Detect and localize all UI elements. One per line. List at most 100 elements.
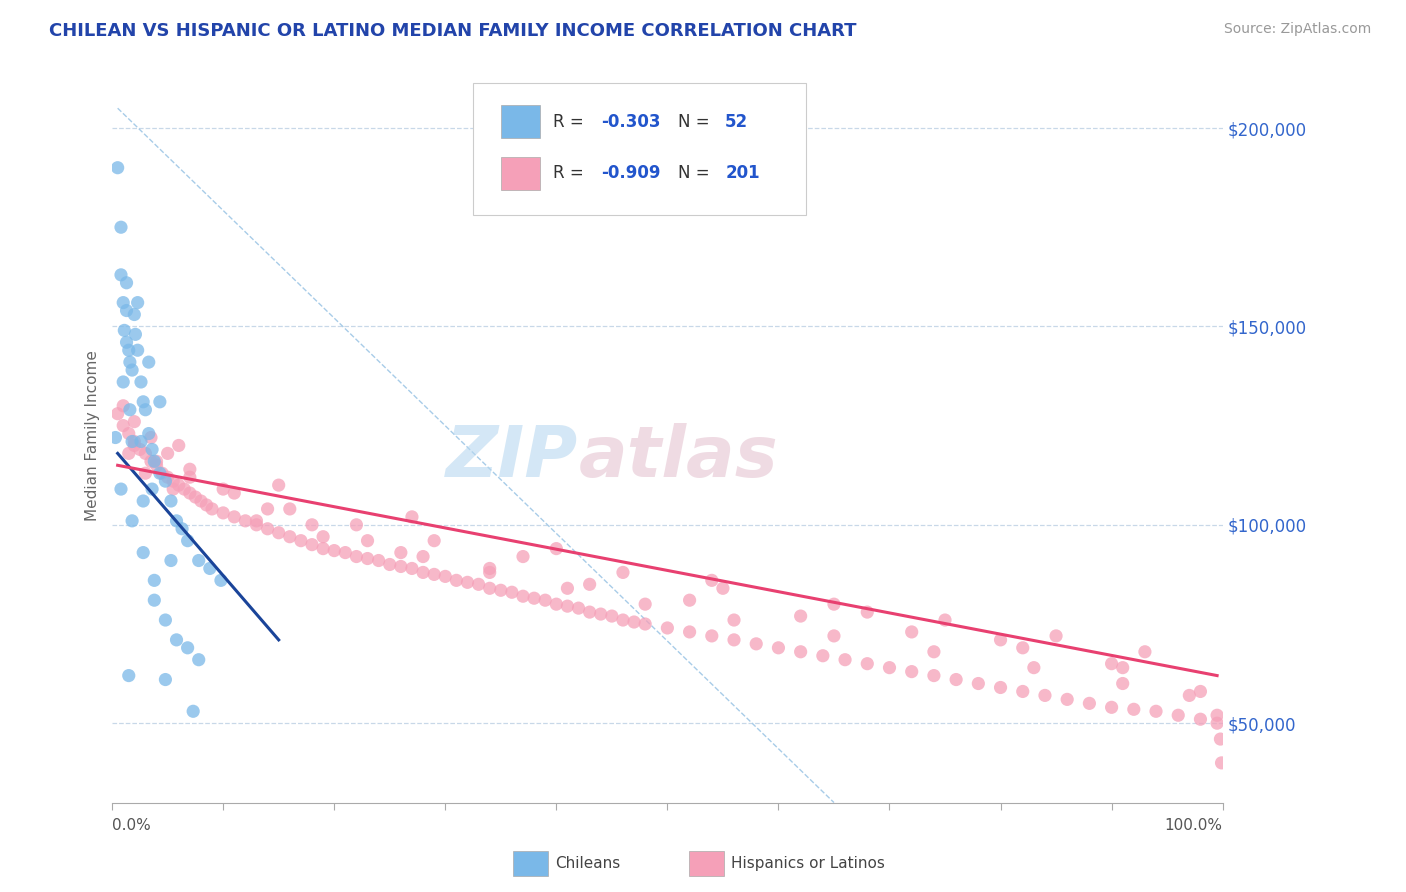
- Text: Hispanics or Latinos: Hispanics or Latinos: [731, 856, 884, 871]
- Point: [312, 541, 335, 556]
- Point: [323, 543, 346, 558]
- Point: [700, 574, 723, 588]
- Point: [166, 514, 188, 528]
- FancyBboxPatch shape: [501, 157, 540, 190]
- Point: [156, 470, 179, 484]
- Point: [512, 589, 534, 603]
- Point: [129, 434, 152, 449]
- Point: [145, 458, 167, 473]
- Point: [1209, 732, 1232, 747]
- Point: [412, 566, 434, 580]
- Point: [900, 624, 922, 639]
- Point: [557, 599, 579, 614]
- Point: [367, 553, 389, 567]
- Point: [1167, 708, 1189, 723]
- Text: -0.909: -0.909: [600, 164, 661, 183]
- Point: [212, 506, 235, 520]
- Point: [1112, 676, 1135, 690]
- Point: [356, 551, 378, 566]
- Point: [745, 637, 768, 651]
- Point: [118, 446, 141, 460]
- FancyBboxPatch shape: [501, 105, 540, 138]
- Point: [173, 482, 195, 496]
- Point: [187, 653, 209, 667]
- Point: [134, 402, 156, 417]
- Point: [600, 609, 623, 624]
- Point: [1133, 645, 1156, 659]
- Point: [167, 438, 190, 452]
- Point: [811, 648, 834, 663]
- Point: [110, 220, 132, 235]
- Point: [823, 597, 845, 611]
- Point: [1101, 657, 1123, 671]
- Point: [1011, 684, 1033, 698]
- Text: 201: 201: [725, 164, 759, 183]
- Point: [1078, 697, 1101, 711]
- Point: [132, 394, 155, 409]
- Text: 52: 52: [725, 113, 748, 131]
- Point: [235, 514, 257, 528]
- Point: [155, 474, 177, 488]
- Point: [711, 582, 734, 596]
- Point: [678, 593, 700, 607]
- Point: [478, 561, 501, 575]
- Point: [141, 482, 163, 496]
- Point: [423, 567, 446, 582]
- Point: [723, 632, 745, 647]
- Point: [190, 494, 212, 508]
- Point: [124, 308, 146, 322]
- Point: [145, 454, 167, 468]
- Point: [149, 394, 172, 409]
- Point: [224, 486, 246, 500]
- Point: [546, 597, 568, 611]
- Point: [181, 704, 204, 718]
- Point: [256, 522, 278, 536]
- Point: [118, 355, 141, 369]
- Point: [128, 442, 150, 457]
- Point: [1206, 716, 1229, 731]
- Point: [1178, 689, 1201, 703]
- Point: [1045, 629, 1067, 643]
- Point: [1189, 684, 1212, 698]
- Point: [139, 430, 162, 444]
- Point: [141, 442, 163, 457]
- Point: [176, 533, 198, 548]
- Point: [118, 402, 141, 417]
- Point: [434, 569, 457, 583]
- Point: [155, 613, 177, 627]
- Text: N =: N =: [679, 164, 710, 183]
- Point: [143, 454, 166, 468]
- Point: [245, 517, 267, 532]
- Point: [1033, 689, 1056, 703]
- Point: [150, 467, 173, 481]
- Point: [278, 502, 301, 516]
- Point: [945, 673, 967, 687]
- Text: -0.303: -0.303: [600, 113, 661, 131]
- Point: [184, 490, 207, 504]
- Point: [834, 653, 856, 667]
- Point: [179, 462, 201, 476]
- Point: [1122, 702, 1144, 716]
- Point: [856, 605, 879, 619]
- Point: [557, 582, 579, 596]
- Point: [900, 665, 922, 679]
- Point: [179, 470, 201, 484]
- Point: [312, 530, 335, 544]
- Point: [1112, 660, 1135, 674]
- Point: [1144, 704, 1167, 718]
- Point: [267, 525, 290, 540]
- Point: [856, 657, 879, 671]
- Point: [789, 609, 811, 624]
- Point: [534, 593, 557, 607]
- Point: [118, 426, 141, 441]
- Point: [143, 574, 166, 588]
- Text: Source: ZipAtlas.com: Source: ZipAtlas.com: [1223, 22, 1371, 37]
- Point: [132, 494, 155, 508]
- Point: [789, 645, 811, 659]
- Point: [446, 574, 468, 588]
- Point: [198, 561, 221, 575]
- Text: atlas: atlas: [578, 423, 779, 492]
- Point: [678, 624, 700, 639]
- Point: [187, 553, 209, 567]
- Point: [124, 327, 146, 342]
